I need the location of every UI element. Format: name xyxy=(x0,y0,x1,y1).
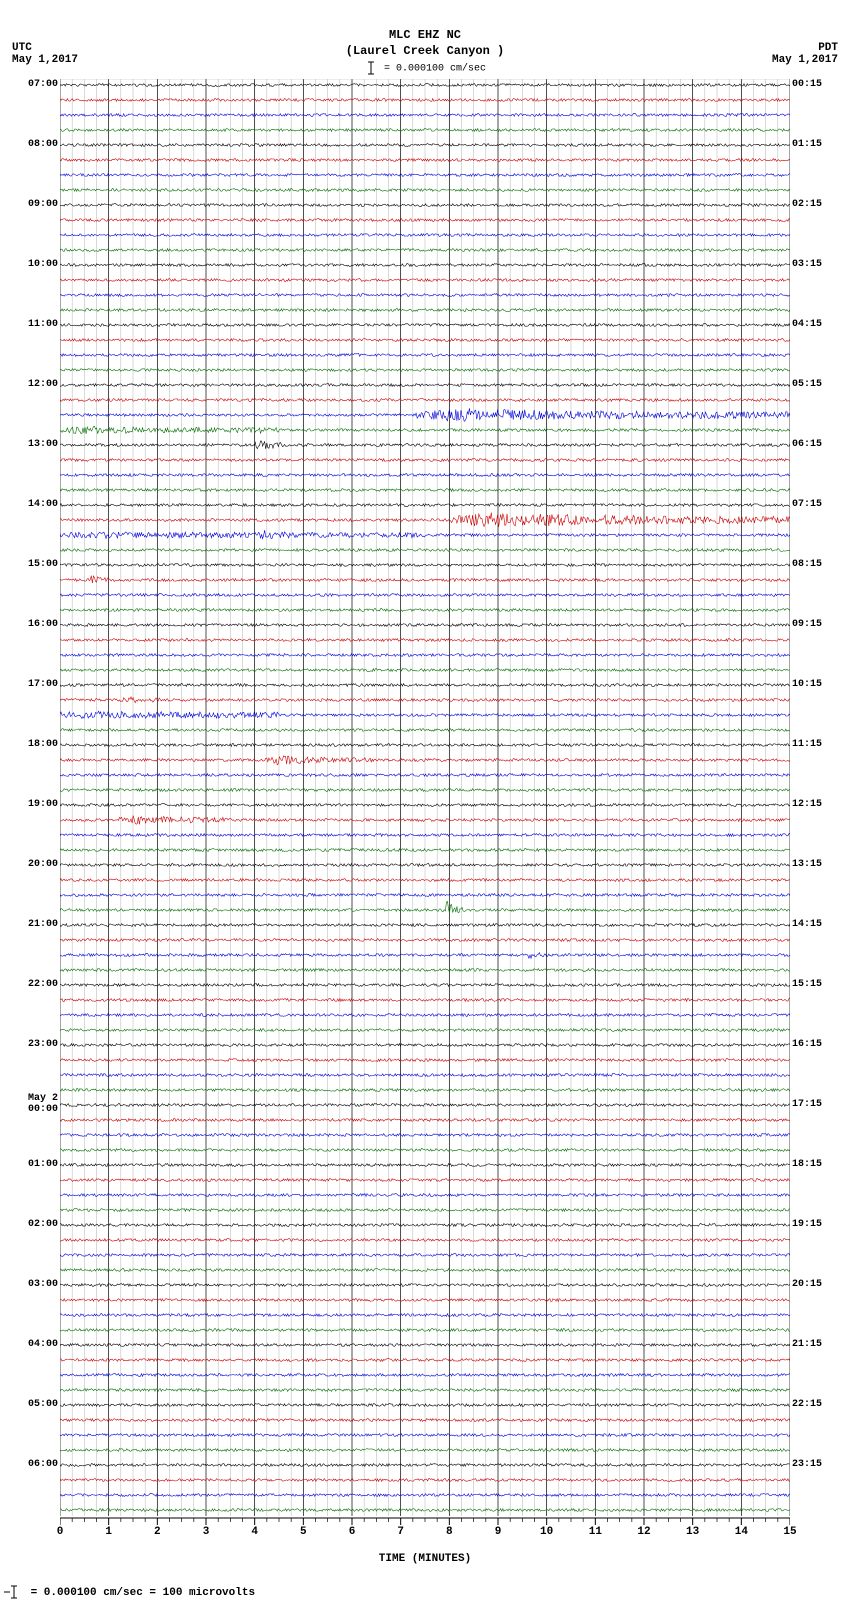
right-hour-label: 09:15 xyxy=(792,620,848,630)
left-hour-label: 04:00 xyxy=(2,1340,58,1350)
station-name: (Laurel Creek Canyon ) xyxy=(0,44,850,60)
footer-scale-icon xyxy=(4,1585,24,1599)
tz-right: PDT xyxy=(772,42,838,54)
scale-indicator: = 0.000100 cm/sec xyxy=(0,59,850,79)
right-hour-label: 02:15 xyxy=(792,200,848,210)
left-hour-label: 20:00 xyxy=(2,860,58,870)
xaxis-tick-label: 11 xyxy=(575,1526,615,1538)
footer-text: = 0.000100 cm/sec = 100 microvolts xyxy=(31,1587,255,1599)
left-hour-label: 14:00 xyxy=(2,500,58,510)
xaxis-tick-label: 14 xyxy=(721,1526,761,1538)
date-right: May 1,2017 xyxy=(772,54,838,66)
xaxis-tick-label: 7 xyxy=(381,1526,421,1538)
ylabels-left: 07:00 08:00 09:00 10:00 11:00 12:00 13:00 14:00… xyxy=(2,79,58,1549)
xaxis-tick-label: 13 xyxy=(673,1526,713,1538)
xaxis-tick-label: 10 xyxy=(527,1526,567,1538)
left-hour-label: 13:00 xyxy=(2,440,58,450)
right-hour-label: 12:15 xyxy=(792,800,848,810)
xaxis-tick-label: 12 xyxy=(624,1526,664,1538)
right-hour-label: 10:15 xyxy=(792,680,848,690)
left-hour-label: 22:00 xyxy=(2,980,58,990)
left-hour-label: 12:00 xyxy=(2,380,58,390)
left-hour-label: 05:00 xyxy=(2,1400,58,1410)
xaxis-tick-label: 0 xyxy=(40,1526,80,1538)
right-hour-label: 03:15 xyxy=(792,260,848,270)
scale-text: = 0.000100 cm/sec xyxy=(384,64,486,75)
right-hour-label: 19:15 xyxy=(792,1220,848,1230)
left-hour-label: 09:00 xyxy=(2,200,58,210)
xaxis-tick-label: 1 xyxy=(89,1526,129,1538)
left-hour-label: 21:00 xyxy=(2,920,58,930)
right-hour-label: 16:15 xyxy=(792,1040,848,1050)
tz-left: UTC xyxy=(12,42,78,54)
right-hour-label: 18:15 xyxy=(792,1160,848,1170)
left-hour-label: 23:00 xyxy=(2,1040,58,1050)
xaxis-title: TIME (MINUTES) xyxy=(0,1549,850,1565)
plot-area: 07:0008:0009:0010:0011:0012:0013:0014:00… xyxy=(60,79,790,1549)
left-hour-label: 18:00 xyxy=(2,740,58,750)
right-hour-label: 01:15 xyxy=(792,140,848,150)
right-hour-label: 21:15 xyxy=(792,1340,848,1350)
left-hour-label: 19:00 xyxy=(2,800,58,810)
left-hour-label: 15:00 xyxy=(2,560,58,570)
right-hour-label: 17:15 xyxy=(792,1100,848,1110)
xaxis-tick-label: 8 xyxy=(429,1526,469,1538)
footer: = 0.000100 cm/sec = 100 microvolts xyxy=(0,1565,850,1605)
xaxis-tick-label: 4 xyxy=(235,1526,275,1538)
right-hour-label: 13:15 xyxy=(792,860,848,870)
header-left: UTC May 1,2017 xyxy=(12,42,78,66)
header-center: MLC EHZ NC (Laurel Creek Canyon ) xyxy=(0,0,850,59)
left-hour-label: 11:00 xyxy=(2,320,58,330)
right-hour-label: 07:15 xyxy=(792,500,848,510)
left-hour-label: 10:00 xyxy=(2,260,58,270)
right-hour-label: 22:15 xyxy=(792,1400,848,1410)
ylabels-right: 00:15 01:15 02:15 03:15 04:15 05:15 06:15 07:15… xyxy=(792,79,848,1549)
station-code: MLC EHZ NC xyxy=(0,28,850,44)
right-hour-label: 15:15 xyxy=(792,980,848,990)
left-hour-label: 16:00 xyxy=(2,620,58,630)
left-hour-label: 07:00 xyxy=(2,80,58,90)
right-hour-label: 20:15 xyxy=(792,1280,848,1290)
scale-bar-icon xyxy=(364,61,378,75)
right-hour-label: 05:15 xyxy=(792,380,848,390)
seismogram-container: UTC May 1,2017 PDT May 1,2017 MLC EHZ NC… xyxy=(0,0,850,1605)
right-hour-label: 14:15 xyxy=(792,920,848,930)
xaxis-tick-label: 5 xyxy=(283,1526,323,1538)
left-hour-label: May 200:00 xyxy=(2,1094,58,1115)
left-hour-label: 03:00 xyxy=(2,1280,58,1290)
right-hour-label: 23:15 xyxy=(792,1460,848,1470)
xaxis-tick-label: 6 xyxy=(332,1526,372,1538)
right-hour-label: 00:15 xyxy=(792,80,848,90)
axes-layer xyxy=(60,79,790,1549)
left-hour-label: 08:00 xyxy=(2,140,58,150)
right-hour-label: 04:15 xyxy=(792,320,848,330)
date-left: May 1,2017 xyxy=(12,54,78,66)
left-hour-label: 02:00 xyxy=(2,1220,58,1230)
left-hour-label: 01:00 xyxy=(2,1160,58,1170)
xaxis-tick-label: 2 xyxy=(137,1526,177,1538)
header-right: PDT May 1,2017 xyxy=(772,42,838,66)
xaxis-tick-label: 15 xyxy=(770,1526,810,1538)
left-hour-label: 17:00 xyxy=(2,680,58,690)
right-hour-label: 11:15 xyxy=(792,740,848,750)
right-hour-label: 08:15 xyxy=(792,560,848,570)
xaxis-tick-label: 9 xyxy=(478,1526,518,1538)
xaxis-tick-label: 3 xyxy=(186,1526,226,1538)
left-hour-label: 06:00 xyxy=(2,1460,58,1470)
right-hour-label: 06:15 xyxy=(792,440,848,450)
